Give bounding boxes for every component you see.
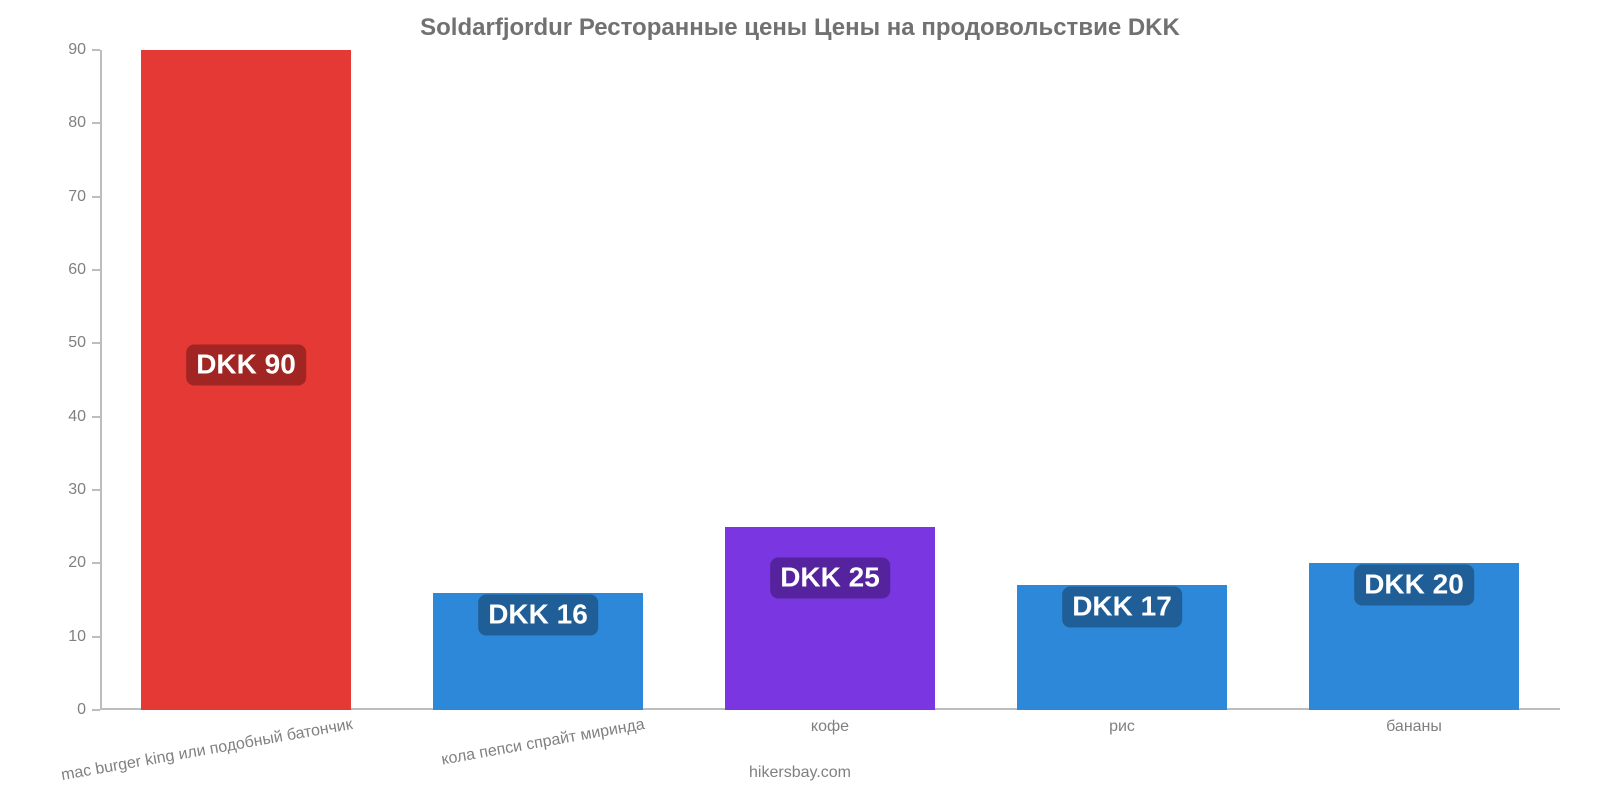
bar-value-badge: DKK 16 [478, 594, 598, 635]
bar [725, 527, 935, 710]
plot-area: 0102030405060708090DKK 90mac burger king… [100, 50, 1560, 710]
bar-value-badge: DKK 90 [186, 345, 306, 386]
y-tick-label: 0 [77, 701, 86, 719]
bar-value-badge: DKK 17 [1062, 587, 1182, 628]
y-tick-label: 70 [68, 188, 86, 206]
y-tick-label: 40 [68, 408, 86, 426]
y-tick-label: 50 [68, 334, 86, 352]
x-axis-label: рис [1109, 718, 1135, 736]
y-tick-label: 80 [68, 114, 86, 132]
y-tick [92, 709, 100, 711]
y-tick-label: 60 [68, 261, 86, 279]
y-tick [92, 342, 100, 344]
y-tick [92, 489, 100, 491]
attribution-text: hikersbay.com [0, 764, 1600, 782]
bar-value-badge: DKK 25 [770, 558, 890, 599]
y-tick [92, 562, 100, 564]
x-axis-label: бананы [1386, 718, 1442, 736]
y-tick [92, 196, 100, 198]
y-tick-label: 10 [68, 628, 86, 646]
y-tick [92, 636, 100, 638]
y-tick [92, 269, 100, 271]
y-tick-label: 90 [68, 41, 86, 59]
y-axis [100, 50, 102, 710]
chart-title: Soldarfjordur Ресторанные цены Цены на п… [0, 14, 1600, 42]
y-tick-label: 30 [68, 481, 86, 499]
bar-value-badge: DKK 20 [1354, 565, 1474, 606]
y-tick [92, 122, 100, 124]
price-bar-chart: Soldarfjordur Ресторанные цены Цены на п… [0, 0, 1600, 800]
y-tick [92, 416, 100, 418]
x-axis-label: кола пепси спрайт миринда [440, 716, 646, 770]
y-tick-label: 20 [68, 554, 86, 572]
y-tick [92, 49, 100, 51]
x-axis-label: кофе [811, 718, 849, 736]
